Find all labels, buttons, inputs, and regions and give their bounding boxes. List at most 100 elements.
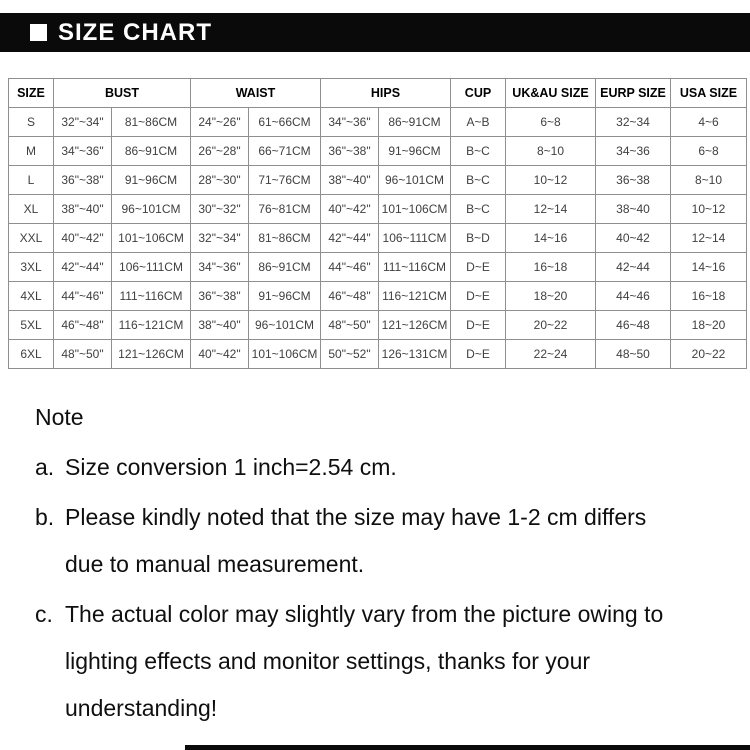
value-cell: 86~91CM bbox=[111, 136, 191, 166]
value-cell: 38"~40" bbox=[53, 194, 112, 224]
next-section-bar bbox=[185, 745, 750, 750]
size-label-cell: 4XL bbox=[8, 281, 54, 311]
value-cell: 28"~30" bbox=[190, 165, 249, 195]
value-cell: 81~86CM bbox=[248, 223, 321, 253]
value-cell: 106~111CM bbox=[378, 223, 451, 253]
value-cell: 34"~36" bbox=[190, 252, 249, 282]
value-cell: 40~42 bbox=[595, 223, 671, 253]
value-cell: 111~116CM bbox=[378, 252, 451, 282]
value-cell: 86~91CM bbox=[248, 252, 321, 282]
value-cell: 36"~38" bbox=[53, 165, 112, 195]
value-cell: B~C bbox=[450, 165, 506, 195]
value-cell: 36~38 bbox=[595, 165, 671, 195]
value-cell: 76~81CM bbox=[248, 194, 321, 224]
size-table: SIZE BUST WAIST HIPS CUP UK&AU SIZE EURP SIZE U… bbox=[8, 78, 747, 369]
size-table-body: S 32"~34" 81~86CM 24"~26" 61~66CM 34"~36" 86~9… bbox=[8, 107, 747, 369]
value-cell: 106~111CM bbox=[111, 252, 191, 282]
size-label-cell: 6XL bbox=[8, 339, 54, 369]
table-row: 6XL 48"~50" 121~126CM 40"~42" 101~106CM 50"~5… bbox=[8, 339, 747, 369]
value-cell: 36"~38" bbox=[190, 281, 249, 311]
value-cell: 101~106CM bbox=[111, 223, 191, 253]
value-cell: 20~22 bbox=[670, 339, 747, 369]
value-cell: 34"~36" bbox=[320, 107, 379, 137]
size-label-cell: 3XL bbox=[8, 252, 54, 282]
value-cell: D~E bbox=[450, 310, 506, 340]
table-row: L 36"~38" 91~96CM 28"~30" 71~76CM 38"~40" 96~1… bbox=[8, 165, 747, 195]
value-cell: A~B bbox=[450, 107, 506, 137]
value-cell: 42"~44" bbox=[53, 252, 112, 282]
note-text: Please kindly noted that the size may ha… bbox=[65, 504, 647, 577]
value-cell: B~C bbox=[450, 136, 506, 166]
note-prefix: b. bbox=[35, 504, 55, 530]
value-cell: 6~8 bbox=[505, 107, 596, 137]
size-label-cell: XL bbox=[8, 194, 54, 224]
column-header: HIPS bbox=[320, 78, 451, 108]
value-cell: 96~101CM bbox=[111, 194, 191, 224]
note-prefix: a. bbox=[35, 454, 55, 480]
value-cell: 26"~28" bbox=[190, 136, 249, 166]
note-prefix: c. bbox=[35, 601, 53, 627]
value-cell: 32"~34" bbox=[190, 223, 249, 253]
value-cell: 16~18 bbox=[505, 252, 596, 282]
value-cell: 20~22 bbox=[505, 310, 596, 340]
value-cell: 116~121CM bbox=[378, 281, 451, 311]
value-cell: 16~18 bbox=[670, 281, 747, 311]
table-row: M 34"~36" 86~91CM 26"~28" 66~71CM 36"~38" 91~9… bbox=[8, 136, 747, 166]
note-text: The actual color may slightly vary from … bbox=[65, 601, 664, 721]
note-text: Size conversion 1 inch=2.54 cm. bbox=[65, 454, 397, 480]
value-cell: 48"~50" bbox=[320, 310, 379, 340]
value-cell: 61~66CM bbox=[248, 107, 321, 137]
value-cell: D~E bbox=[450, 281, 506, 311]
value-cell: 91~96CM bbox=[378, 136, 451, 166]
value-cell: 50"~52" bbox=[320, 339, 379, 369]
value-cell: 38~40 bbox=[595, 194, 671, 224]
value-cell: 36"~38" bbox=[320, 136, 379, 166]
value-cell: 40"~42" bbox=[190, 339, 249, 369]
value-cell: 81~86CM bbox=[111, 107, 191, 137]
value-cell: 66~71CM bbox=[248, 136, 321, 166]
column-header: USA SIZE bbox=[670, 78, 747, 108]
value-cell: 91~96CM bbox=[111, 165, 191, 195]
section-title: SIZE CHART bbox=[58, 18, 212, 46]
value-cell: 8~10 bbox=[670, 165, 747, 195]
value-cell: 121~126CM bbox=[378, 310, 451, 340]
value-cell: 22~24 bbox=[505, 339, 596, 369]
value-cell: 42"~44" bbox=[320, 223, 379, 253]
column-header: WAIST bbox=[190, 78, 321, 108]
value-cell: 10~12 bbox=[505, 165, 596, 195]
note-item-b: b. Please kindly noted that the size may… bbox=[35, 494, 740, 588]
value-cell: 71~76CM bbox=[248, 165, 321, 195]
value-cell: 18~20 bbox=[670, 310, 747, 340]
value-cell: 46~48 bbox=[595, 310, 671, 340]
value-cell: D~E bbox=[450, 339, 506, 369]
column-header: CUP bbox=[450, 78, 506, 108]
value-cell: 48~50 bbox=[595, 339, 671, 369]
size-label-cell: S bbox=[8, 107, 54, 137]
value-cell: 121~126CM bbox=[111, 339, 191, 369]
value-cell: 86~91CM bbox=[378, 107, 451, 137]
value-cell: 116~121CM bbox=[111, 310, 191, 340]
notes-title: Note bbox=[35, 404, 84, 430]
value-cell: 18~20 bbox=[505, 281, 596, 311]
value-cell: 101~106CM bbox=[248, 339, 321, 369]
header-row: SIZE BUST WAIST HIPS CUP UK&AU SIZE EURP SIZE U… bbox=[8, 78, 747, 108]
value-cell: 24"~26" bbox=[190, 107, 249, 137]
note-item-a: a. Size conversion 1 inch=2.54 cm. bbox=[35, 444, 740, 491]
size-label-cell: XXL bbox=[8, 223, 54, 253]
value-cell: B~D bbox=[450, 223, 506, 253]
value-cell: 6~8 bbox=[670, 136, 747, 166]
value-cell: 34"~36" bbox=[53, 136, 112, 166]
value-cell: 38"~40" bbox=[320, 165, 379, 195]
value-cell: 14~16 bbox=[670, 252, 747, 282]
table-row: 3XL 42"~44" 106~111CM 34"~36" 86~91CM 44"~46"… bbox=[8, 252, 747, 282]
value-cell: 44"~46" bbox=[320, 252, 379, 282]
table-row: 4XL 44"~46" 111~116CM 36"~38" 91~96CM 46"~48"… bbox=[8, 281, 747, 311]
value-cell: 40"~42" bbox=[320, 194, 379, 224]
value-cell: 32"~34" bbox=[53, 107, 112, 137]
value-cell: 46"~48" bbox=[320, 281, 379, 311]
value-cell: 12~14 bbox=[505, 194, 596, 224]
value-cell: 42~44 bbox=[595, 252, 671, 282]
value-cell: 91~96CM bbox=[248, 281, 321, 311]
table-row: 5XL 46"~48" 116~121CM 38"~40" 96~101CM 48"~50… bbox=[8, 310, 747, 340]
